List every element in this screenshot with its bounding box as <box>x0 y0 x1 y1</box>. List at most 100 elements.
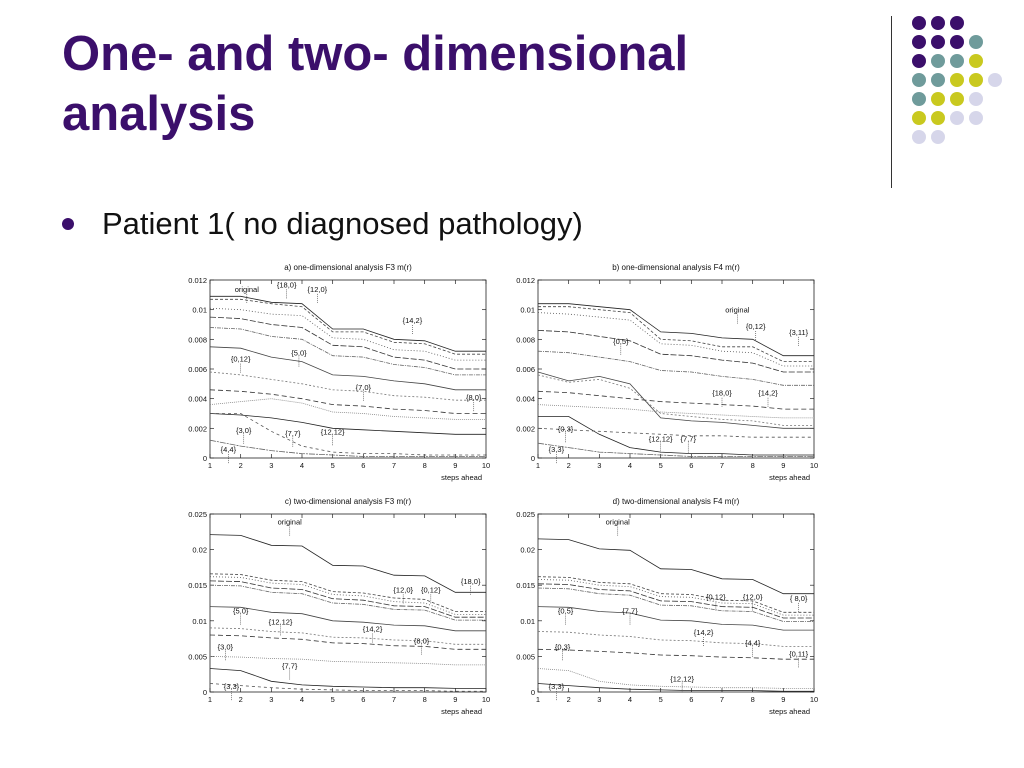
annotation-label: {7,7} <box>622 607 638 616</box>
annotation-label: {0,11} <box>789 649 809 658</box>
decor-dot <box>950 111 964 125</box>
y-tick-label: 0.01 <box>192 617 207 626</box>
decor-dot <box>931 54 945 68</box>
series-line-9 <box>209 398 486 420</box>
annotation-label: {12,0} <box>743 592 763 601</box>
x-tick-label: 1 <box>208 461 212 470</box>
x-tick-label: 9 <box>453 461 457 470</box>
x-tick-label: 4 <box>628 461 632 470</box>
annotation-label: {8,0} <box>414 637 430 646</box>
decor-dot <box>912 16 926 30</box>
y-tick-label: 0.015 <box>516 581 535 590</box>
series-line-12 <box>209 439 486 457</box>
plot-frame <box>537 279 815 459</box>
annotation-label: {18,0} <box>277 280 297 289</box>
series-line-5 <box>209 584 486 621</box>
plot-frame <box>209 513 487 693</box>
chart-panel-a: a) one-dimensional analysis F3 m(r) 0 0.00… <box>172 258 496 490</box>
x-tick-label: 7 <box>720 695 724 704</box>
chart-title: b) one-dimensional analysis F4 m(r) <box>612 263 740 272</box>
slide-title: One- and two- dimensional analysis <box>62 27 689 141</box>
annotation-label: {12,12} <box>670 674 694 683</box>
series-line-10 <box>537 683 814 692</box>
x-tick-label: 10 <box>482 461 490 470</box>
series-line-4 <box>209 316 486 370</box>
x-tick-label: 7 <box>392 461 396 470</box>
decor-dot <box>950 35 964 49</box>
annotation-label: original <box>278 518 303 527</box>
decor-dot <box>931 130 945 144</box>
annotation-label: {12,12} <box>269 617 293 626</box>
decor-dot <box>912 92 926 106</box>
series-line-7 <box>537 631 814 647</box>
annotation-label: {7,7} <box>681 435 697 444</box>
y-tick-label: 0.01 <box>520 617 535 626</box>
annotation-label: {18,0} <box>461 577 481 586</box>
annotation-label: {5,0} <box>291 349 307 358</box>
series-line-4 <box>209 580 486 618</box>
bullet-item: Patient 1( no diagnosed pathology) <box>62 202 583 246</box>
series-line-5 <box>537 350 814 386</box>
annotation-label: {5,0} <box>233 607 249 616</box>
decor-dot <box>931 92 945 106</box>
annotation-label: { 8,0} <box>790 594 808 603</box>
annotation-label: {0,12} <box>421 585 441 594</box>
y-tick-label: 0 <box>203 454 207 463</box>
chart-title: a) one-dimensional analysis F3 m(r) <box>284 263 412 272</box>
series-line-1 <box>209 534 486 593</box>
annotation-label: original <box>725 306 750 315</box>
decor-dot <box>912 130 926 144</box>
x-tick-label: 7 <box>392 695 396 704</box>
y-tick-label: 0.01 <box>192 306 207 315</box>
x-tick-label: 9 <box>781 695 785 704</box>
y-tick-label: 0.005 <box>516 652 535 661</box>
annotation-label: {3,0} <box>236 426 252 435</box>
y-tick-label: 0.002 <box>188 424 207 433</box>
y-tick-label: 0.012 <box>516 276 535 285</box>
series-line-8 <box>537 390 814 410</box>
annotation-label: {12,0} <box>393 585 413 594</box>
annotation-label: {7,7} <box>285 429 301 438</box>
annotation-label: {0,12} <box>746 322 766 331</box>
series-line-3 <box>537 312 814 367</box>
decor-dot <box>931 111 945 125</box>
x-tick-label: 6 <box>689 695 693 704</box>
series-line-7 <box>537 374 814 426</box>
y-tick-label: 0.025 <box>516 510 535 519</box>
chart-d-svg: d) two-dimensional analysis F4 m(r) 0 0.00… <box>516 497 818 716</box>
x-tick-label: 5 <box>331 461 335 470</box>
x-tick-label: 4 <box>628 695 632 704</box>
annotation-label: {14,2} <box>694 628 714 637</box>
x-tick-label: 8 <box>751 695 755 704</box>
x-axis-label: steps ahead <box>769 707 810 716</box>
x-tick-label: 3 <box>269 461 273 470</box>
chart-panel-b: b) one-dimensional analysis F4 m(r) 0 0.00… <box>500 258 824 490</box>
annotation-label: {8,0} <box>466 393 482 402</box>
annotation-label: {0,5} <box>613 337 629 346</box>
series-line-7 <box>209 371 486 401</box>
series-line-9 <box>209 656 486 666</box>
series-line-5 <box>209 327 486 376</box>
x-tick-label: 5 <box>659 695 663 704</box>
annotation-label: {14,2} <box>403 316 423 325</box>
annotation-label: {12,12} <box>321 427 345 436</box>
annotation-label: {18,0} <box>712 389 732 398</box>
annotation-label: {0,5} <box>558 607 574 616</box>
series-line-2 <box>538 306 814 362</box>
series-line-4 <box>537 330 814 373</box>
x-tick-label: 1 <box>536 461 540 470</box>
series-line-4 <box>537 583 814 619</box>
y-tick-label: 0.01 <box>520 306 535 315</box>
chart-title: d) two-dimensional analysis F4 m(r) <box>613 497 740 506</box>
x-tick-label: 5 <box>331 695 335 704</box>
annotation-label: {0,3} <box>555 642 571 651</box>
x-tick-label: 2 <box>239 461 243 470</box>
x-axis-label: steps ahead <box>441 707 482 716</box>
y-tick-label: 0.004 <box>188 395 207 404</box>
decor-dot <box>969 73 983 87</box>
decor-dot <box>912 111 926 125</box>
chart-title: c) two-dimensional analysis F3 m(r) <box>285 497 412 506</box>
x-tick-label: 1 <box>208 695 212 704</box>
series-line-9 <box>537 404 814 419</box>
series-line-6 <box>537 606 814 631</box>
